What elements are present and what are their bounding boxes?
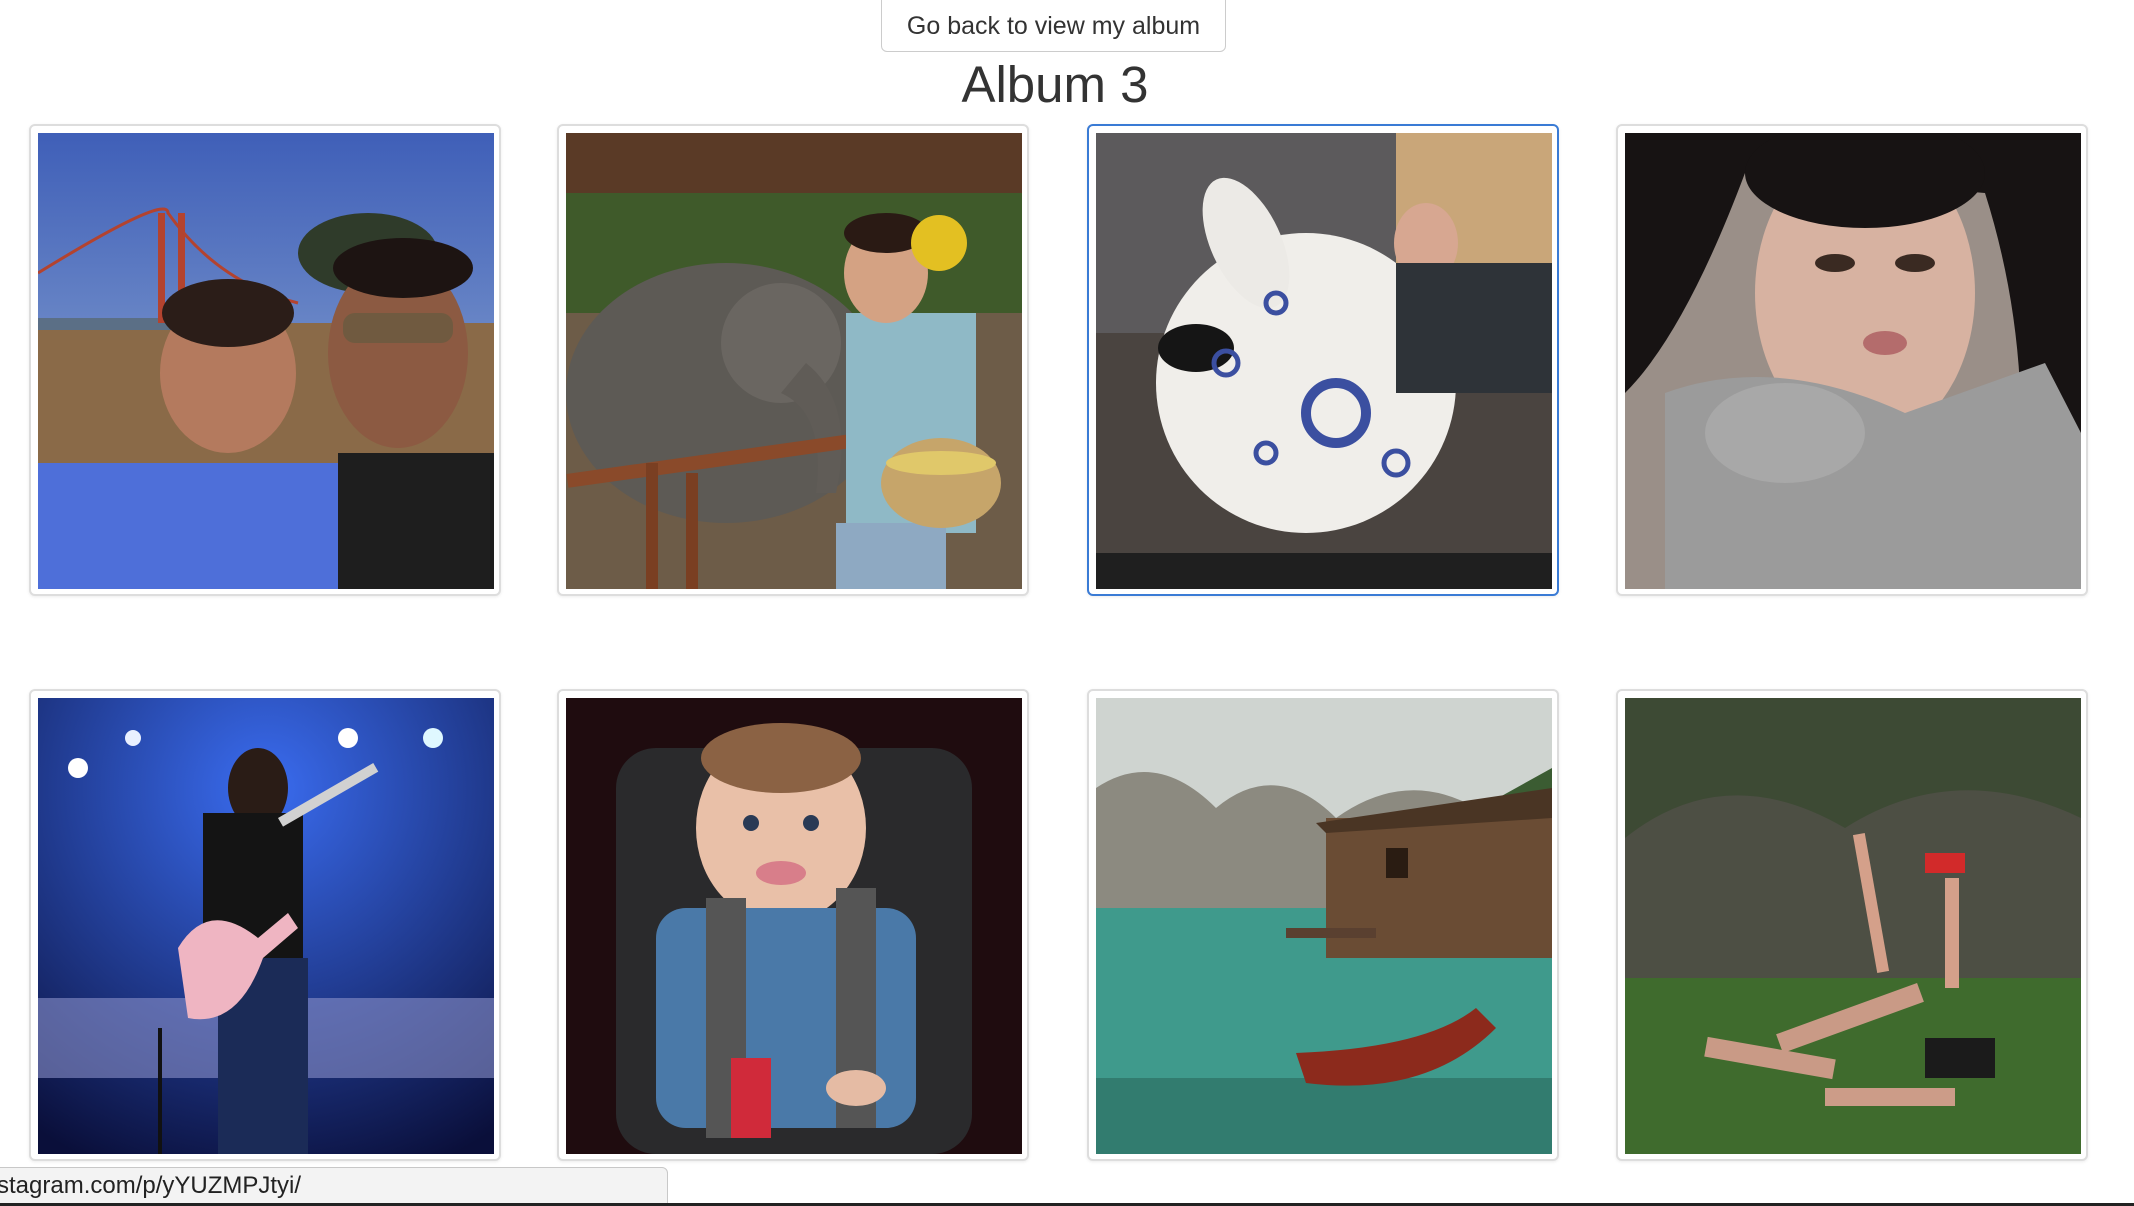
- go-back-button[interactable]: Go back to view my album: [881, 0, 1226, 52]
- photo-grey-sweater-portrait: [1625, 133, 2081, 589]
- photo-acrobats-garden: [1625, 698, 2081, 1154]
- photo-thumbnail-2[interactable]: [557, 124, 1029, 596]
- photo-guitarist-stage: [38, 698, 494, 1154]
- window-bottom-edge: [0, 1203, 2134, 1206]
- photo-thumbnail-8[interactable]: [1616, 689, 2088, 1161]
- photo-lake-boathouse: [1096, 698, 1552, 1154]
- photo-thumbnail-7[interactable]: [1087, 689, 1559, 1161]
- photo-ceramic-pig: [1096, 133, 1552, 589]
- photo-baby-car-seat: [566, 698, 1022, 1154]
- photo-thumbnail-4[interactable]: [1616, 124, 2088, 596]
- album-title: Album 3: [961, 56, 1149, 113]
- status-bar-url: stagram.com/p/yYUZMPJtyi/: [0, 1167, 668, 1206]
- photo-elephant-feeding: [566, 133, 1022, 589]
- photo-thumbnail-6[interactable]: [557, 689, 1029, 1161]
- photo-thumbnail-1[interactable]: [29, 124, 501, 596]
- photo-thumbnail-3[interactable]: [1087, 124, 1559, 596]
- photo-golden-gate-selfie: [38, 133, 494, 589]
- photo-thumbnail-5[interactable]: [29, 689, 501, 1161]
